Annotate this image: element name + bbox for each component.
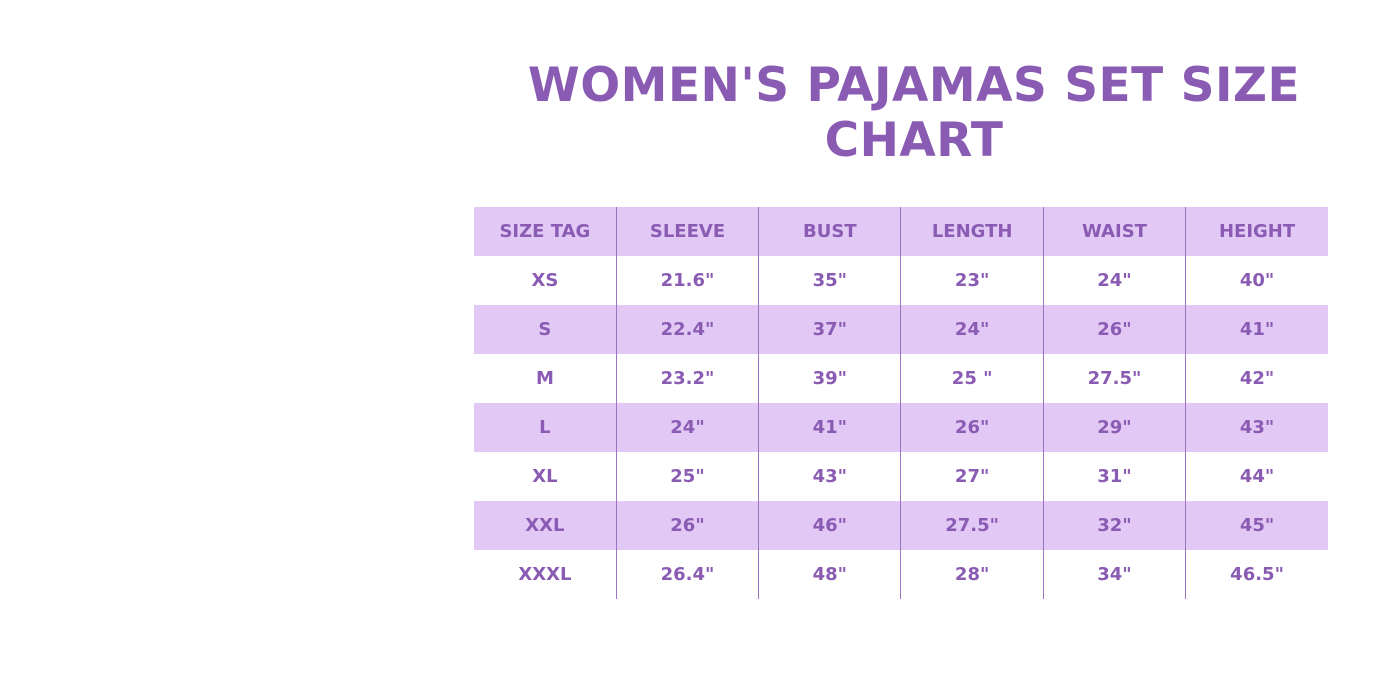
table-row: XXXL 26.4" 48" 28" 34" 46.5" (474, 550, 1328, 599)
table-cell: 34" (1042, 550, 1186, 599)
table-cell: 39" (758, 354, 901, 403)
table-cell: XXL (525, 515, 565, 536)
table-cell: 43" (1185, 403, 1328, 452)
table-cell: 35" (758, 256, 901, 305)
table-row: XXL 26" 46" 27.5" 32" 45" (474, 501, 1328, 550)
table-cell: 32" (1042, 501, 1186, 550)
title: WOMEN'S PAJAMAS SET SIZE CHART (527, 58, 1301, 168)
table-cell: XS (531, 270, 559, 291)
table-cell: S (538, 319, 552, 340)
table-row: M 23.2" 39" 25 " 27.5" 42" (474, 354, 1328, 403)
column-header: LENGTH (900, 207, 1044, 256)
table-cell: 24" (1042, 256, 1186, 305)
table-cell: XXXL (518, 564, 572, 585)
table-row: XS 21.6" 35" 23" 24" 40" (474, 256, 1328, 305)
table-cell: 23.2" (615, 354, 759, 403)
table-cell: 24" (615, 403, 759, 452)
table-cell: 23" (900, 256, 1044, 305)
table-head: SIZE TAG SLEEVE BUST LENGTH WAIST HEIGHT (474, 207, 1328, 256)
table-cell: 43" (758, 452, 901, 501)
table-cell: 41" (1185, 305, 1328, 354)
table-cell: 27.5" (900, 501, 1044, 550)
table-cell: 46" (758, 501, 901, 550)
table-cell: 40" (1185, 256, 1328, 305)
table-cell: 21.6" (615, 256, 759, 305)
table-row: L 24" 41" 26" 29" 43" (474, 403, 1328, 452)
table-cell: 41" (758, 403, 901, 452)
table-cell: L (539, 417, 551, 438)
table-cell: 26.4" (615, 550, 759, 599)
table-cell: 26" (615, 501, 759, 550)
column-header: BUST (758, 207, 901, 256)
table-cell: XL (532, 466, 558, 487)
table-cell: 24" (900, 305, 1044, 354)
size-table: SIZE TAG SLEEVE BUST LENGTH WAIST HEIGHT XS 21… (474, 207, 1328, 599)
table-cell: 27.5" (1042, 354, 1186, 403)
table-cell: 25 " (900, 354, 1044, 403)
table-cell: 28" (900, 550, 1044, 599)
table-cell: 45" (1185, 501, 1328, 550)
header-row: SIZE TAG SLEEVE BUST LENGTH WAIST HEIGHT (474, 207, 1328, 256)
table-cell: 44" (1185, 452, 1328, 501)
table-cell: 48" (758, 550, 901, 599)
table-row: XL 25" 43" 27" 31" 44" (474, 452, 1328, 501)
table-cell: 29" (1042, 403, 1186, 452)
table-cell: M (535, 368, 554, 389)
table-cell: 26" (1042, 305, 1186, 354)
table-cell: 46.5" (1185, 550, 1328, 599)
column-header: HEIGHT (1185, 207, 1328, 256)
table-row: S 22.4" 37" 24" 26" 41" (474, 305, 1328, 354)
table-body: XS 21.6" 35" 23" 24" 40" S 22.4" 37" 24" 26" 41" M 23… (474, 256, 1328, 599)
table-cell: 25" (615, 452, 759, 501)
table-cell: 22.4" (615, 305, 759, 354)
table-cell: 42" (1185, 354, 1328, 403)
column-header: WAIST (1042, 207, 1186, 256)
column-header: SLEEVE (615, 207, 759, 256)
table-cell: 27" (900, 452, 1044, 501)
table-cell: 26" (900, 403, 1044, 452)
column-header: SIZE TAG (499, 221, 591, 242)
table-cell: 37" (758, 305, 901, 354)
table-cell: 31" (1042, 452, 1186, 501)
